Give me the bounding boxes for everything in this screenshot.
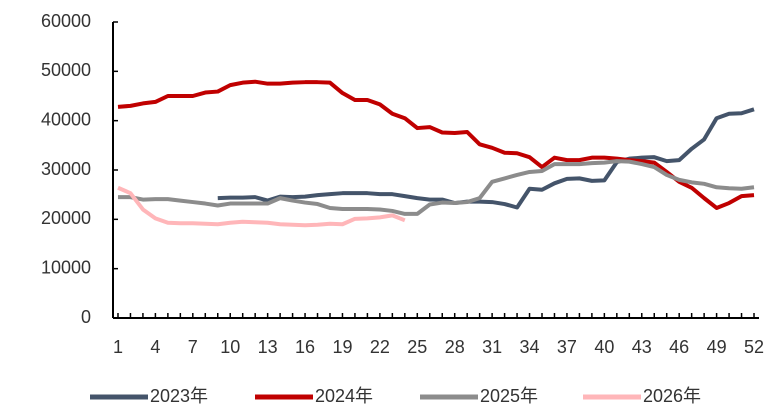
x-tick-label: 1 xyxy=(113,337,123,357)
x-tick-label: 4 xyxy=(150,337,160,357)
series-line xyxy=(117,79,755,210)
x-tick-label: 16 xyxy=(295,337,315,357)
x-tick-label: 7 xyxy=(188,337,198,357)
x-tick-label: 19 xyxy=(332,337,352,357)
y-tick-label: 40000 xyxy=(41,109,91,129)
legend-label: 2025年 xyxy=(480,386,538,406)
y-tick-label: 60000 xyxy=(41,11,91,31)
series-line xyxy=(117,185,406,228)
x-tick-label: 37 xyxy=(557,337,577,357)
legend-label: 2023年 xyxy=(150,386,208,406)
x-tick-label: 13 xyxy=(258,337,278,357)
x-tick-label: 43 xyxy=(632,337,652,357)
x-tick-label: 40 xyxy=(594,337,614,357)
x-tick-label: 46 xyxy=(669,337,689,357)
x-tick-label: 52 xyxy=(744,337,764,357)
x-tick-label: 31 xyxy=(482,337,502,357)
y-tick-label: 20000 xyxy=(41,208,91,228)
x-tick-label: 22 xyxy=(370,337,390,357)
x-tick-label: 10 xyxy=(220,337,240,357)
legend-label: 2024年 xyxy=(315,386,373,406)
y-tick-label: 0 xyxy=(81,307,91,327)
x-tick-label: 25 xyxy=(407,337,427,357)
y-tick-label: 10000 xyxy=(41,257,91,277)
y-tick-label: 50000 xyxy=(41,60,91,80)
series-line xyxy=(117,159,755,216)
legend-label: 2026年 xyxy=(643,386,701,406)
x-tick-label: 28 xyxy=(445,337,465,357)
series-line xyxy=(217,107,755,210)
x-tick-label: 34 xyxy=(520,337,540,357)
x-tick-label: 49 xyxy=(707,337,727,357)
y-tick-label: 30000 xyxy=(41,159,91,179)
